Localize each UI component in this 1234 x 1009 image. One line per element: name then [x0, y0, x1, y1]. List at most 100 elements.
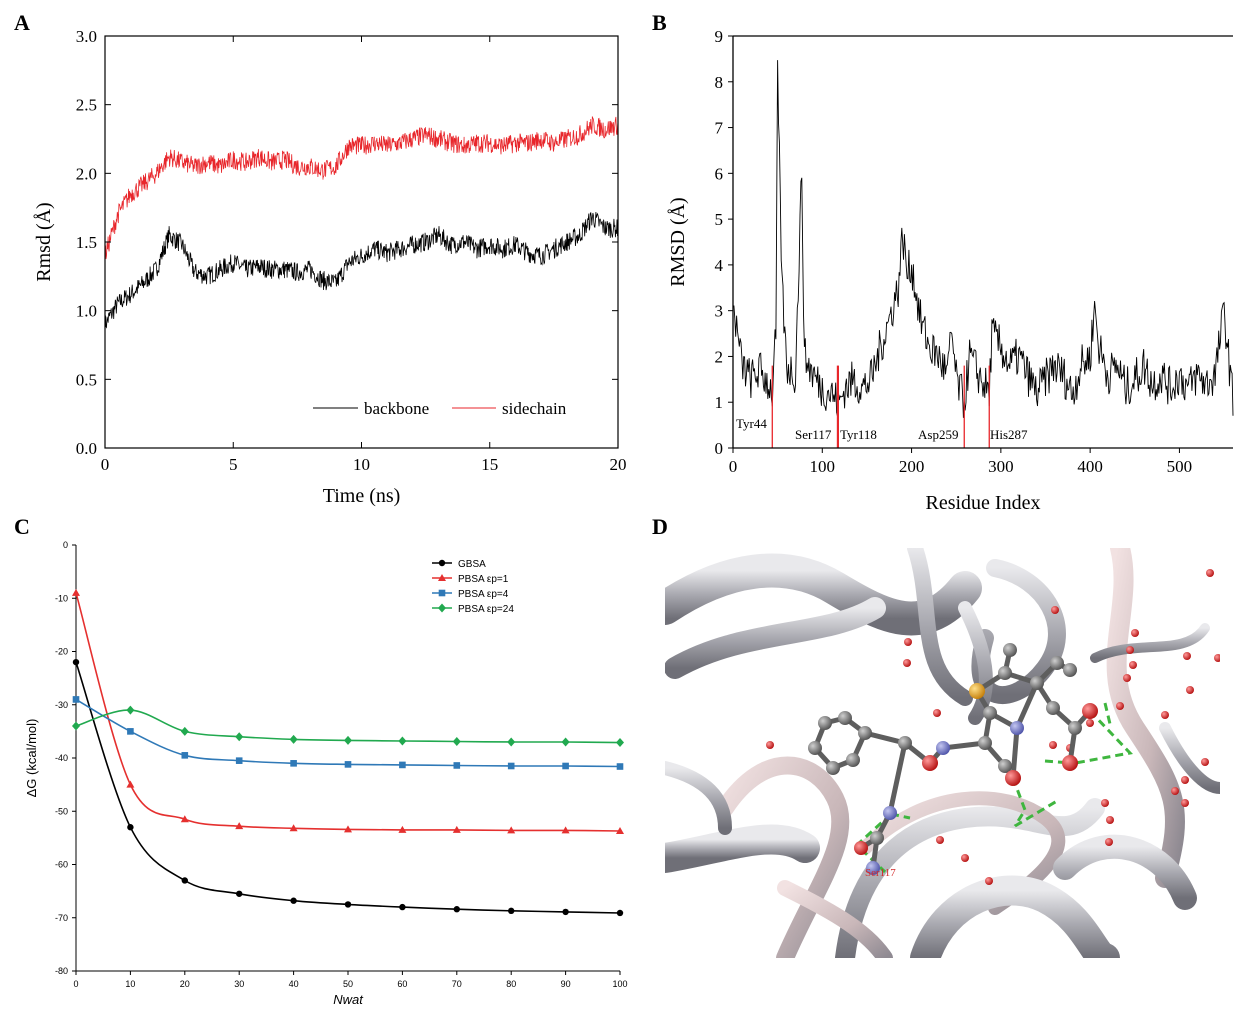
- data-point-PBSA εp=1: [398, 825, 407, 833]
- x-tick-label-c: 80: [506, 979, 516, 989]
- data-point-PBSA εp=24: [180, 726, 189, 736]
- residue-marker-label-Tyr44: Tyr44: [736, 416, 767, 431]
- data-point-PBSA εp=1: [507, 826, 516, 834]
- data-point-PBSA εp=1: [180, 815, 189, 823]
- x-tick-label-c: 60: [397, 979, 407, 989]
- x-tick-label-a: 10: [353, 455, 370, 474]
- y-axis-label-c: ΔG (kcal/mol): [24, 719, 39, 798]
- legend-marker-PBSA εp=4: [438, 589, 446, 597]
- x-axis-label-c: Nwat: [333, 992, 364, 1007]
- data-point-PBSA εp=1: [289, 824, 298, 832]
- panel-letter-c: C: [14, 514, 30, 539]
- legend-label-backbone: backbone: [364, 399, 429, 418]
- protein-ribbons: [665, 548, 1220, 958]
- series-line-PBSA εp=24: [75, 709, 621, 744]
- y-tick-label-b: 0: [715, 439, 724, 458]
- x-tick-label-c: 40: [289, 979, 299, 989]
- plot-frame-a: [104, 35, 619, 449]
- residue-label: Ser117: [865, 867, 896, 879]
- data-point-GBSA: [72, 658, 80, 666]
- data-point-GBSA: [453, 906, 460, 913]
- data-point-PBSA εp=1: [126, 780, 135, 788]
- chart-c: 0 -10 -20 -30 -40 -50 -60 -70 -80 0 10 20 30 40 50 60 70…: [24, 540, 628, 1007]
- y-tick-label-c: -40: [55, 753, 68, 763]
- data-point-PBSA εp=4: [127, 728, 134, 735]
- y-tick-label-a: 1.0: [76, 302, 97, 321]
- data-point-PBSA εp=1: [344, 825, 352, 833]
- y-axis-label-b: RMSD (Å): [667, 197, 689, 286]
- data-point-PBSA εp=24: [72, 721, 80, 731]
- series-line-GBSA: [75, 661, 621, 914]
- x-tick-label-a: 15: [481, 455, 498, 474]
- x-tick-label-b: 0: [729, 457, 738, 476]
- legend-label-PBSA εp=4: PBSA εp=4: [458, 589, 509, 600]
- y-tick-label-b: 1: [715, 393, 724, 412]
- data-point-PBSA εp=24: [235, 732, 244, 742]
- x-tick-label-a: 0: [101, 455, 110, 474]
- panel-d-molecular-view: Ser117: [665, 548, 1220, 958]
- data-point-PBSA εp=1: [561, 826, 570, 834]
- residue-marker-label-Tyr118: Tyr118: [840, 427, 877, 442]
- x-tick-label-a: 5: [229, 455, 238, 474]
- residue-marker-label-His287: His287: [990, 427, 1028, 442]
- panel-letter-a: A: [14, 10, 30, 35]
- data-point-PBSA εp=24: [561, 737, 570, 747]
- x-tick-label-b: 200: [899, 457, 925, 476]
- legend-label-PBSA εp=24: PBSA εp=24: [458, 604, 514, 615]
- data-point-PBSA εp=4: [616, 763, 624, 770]
- data-point-PBSA εp=4: [507, 762, 515, 770]
- x-tick-label-c: 50: [343, 979, 353, 989]
- data-point-PBSA εp=4: [344, 761, 352, 768]
- panel-letter-b: B: [652, 10, 667, 35]
- x-tick-label-b: 100: [810, 457, 836, 476]
- data-point-GBSA: [290, 897, 297, 904]
- data-point-PBSA εp=4: [72, 696, 80, 703]
- y-tick-label-b: 5: [715, 210, 724, 229]
- y-tick-label-c: -10: [55, 593, 68, 603]
- data-point-PBSA εp=1: [616, 826, 624, 834]
- series-line-PBSA εp=4: [75, 698, 621, 768]
- y-tick-label-a: 2.0: [76, 164, 97, 183]
- y-tick-label-b: 2: [715, 347, 724, 366]
- legend-marker-PBSA εp=24: [438, 603, 446, 613]
- data-point-GBSA: [508, 907, 515, 915]
- chart-a: 0.0 0.5 1.0 1.5 2.0 2.5 3.0 0 5 10 15 20 Time (ns) Rm…: [33, 27, 627, 507]
- series-line-sidechain: [104, 116, 619, 260]
- y-tick-label-a: 3.0: [76, 27, 97, 46]
- y-tick-label-c: -30: [55, 700, 68, 710]
- data-point-GBSA: [127, 824, 134, 831]
- y-tick-label-c: -20: [55, 647, 68, 657]
- legend-a: backbone sidechain: [313, 399, 567, 418]
- chart-b: Tyr44 Ser117 Tyr118 Asp259 His287 0 1 2 3 4 5 6 7 8 9 0…: [667, 27, 1234, 514]
- residue-marker-label-Ser117: Ser117: [795, 427, 832, 442]
- data-point-PBSA εp=24: [126, 705, 135, 715]
- y-tick-label-a: 1.5: [76, 233, 97, 252]
- data-point-PBSA εp=4: [290, 760, 297, 767]
- data-point-PBSA εp=4: [235, 757, 243, 764]
- x-tick-label-c: 30: [234, 979, 244, 989]
- y-tick-label-c: -50: [55, 806, 68, 816]
- data-point-PBSA εp=24: [507, 737, 516, 747]
- data-point-PBSA εp=4: [453, 762, 461, 769]
- data-point-PBSA εp=4: [181, 752, 189, 759]
- data-point-PBSA εp=24: [289, 734, 298, 744]
- data-point-PBSA εp=24: [344, 735, 352, 745]
- data-point-GBSA: [616, 909, 624, 917]
- legend-label-PBSA εp=1: PBSA εp=1: [458, 574, 509, 585]
- y-tick-label-c: 0: [63, 540, 68, 550]
- protein-ligand-render: Ser117: [665, 548, 1220, 958]
- y-tick-label-a: 0.0: [76, 439, 97, 458]
- x-tick-label-b: 500: [1167, 457, 1193, 476]
- y-tick-label-b: 3: [715, 302, 724, 321]
- x-tick-label-c: 90: [561, 979, 571, 989]
- x-tick-label-a: 20: [610, 455, 627, 474]
- y-tick-label-c: -70: [55, 913, 68, 923]
- data-point-PBSA εp=24: [616, 738, 624, 748]
- y-tick-label-b: 9: [715, 27, 724, 46]
- y-tick-label-a: 2.5: [76, 96, 97, 115]
- y-tick-label-b: 4: [715, 256, 724, 275]
- legend-label-GBSA: GBSA: [458, 559, 486, 570]
- data-point-GBSA: [562, 908, 569, 916]
- x-tick-label-c: 20: [180, 979, 190, 989]
- legend-label-sidechain: sidechain: [502, 399, 567, 418]
